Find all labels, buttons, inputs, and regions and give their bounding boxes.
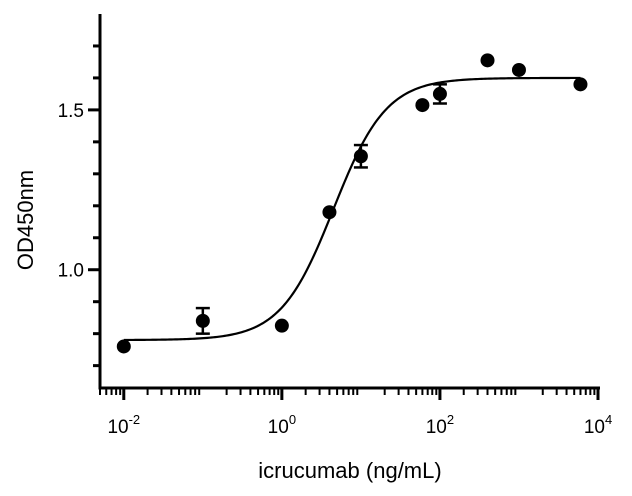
fit-curve-layer	[123, 76, 581, 342]
data-point	[415, 98, 430, 113]
data-point	[322, 205, 337, 220]
data-point	[511, 62, 526, 77]
x-tick-base: 10	[584, 417, 605, 438]
data-point	[480, 53, 495, 68]
y-axis-title: OD450nm	[13, 170, 38, 270]
x-tick-exponent: 4	[605, 412, 612, 427]
x-tick-label: 104	[584, 412, 612, 438]
x-tick-label: 10-2	[107, 412, 140, 438]
x-tick-base: 10	[426, 417, 447, 438]
x-tick-label: 100	[268, 412, 296, 438]
fit-curve	[123, 76, 581, 342]
data-point	[116, 339, 131, 354]
data-point	[195, 313, 210, 328]
axes: 1.01.510-2 100 102 104	[58, 14, 612, 438]
y-tick-label: 1.0	[58, 261, 84, 282]
x-axis-title: icrucumab (ng/mL)	[258, 458, 441, 483]
x-tick-base: 10	[107, 417, 128, 438]
x-tick-exponent: 2	[447, 412, 454, 427]
y-tick-label: 1.5	[58, 101, 84, 122]
data-point	[573, 77, 588, 92]
data-points-layer	[116, 53, 588, 354]
x-tick-label: 102	[426, 412, 454, 438]
data-point	[432, 86, 447, 101]
x-tick-exponent: 0	[289, 412, 296, 427]
data-point	[353, 149, 368, 164]
x-tick-exponent: -2	[129, 412, 141, 427]
data-point	[274, 318, 289, 333]
x-tick-base: 10	[268, 417, 289, 438]
